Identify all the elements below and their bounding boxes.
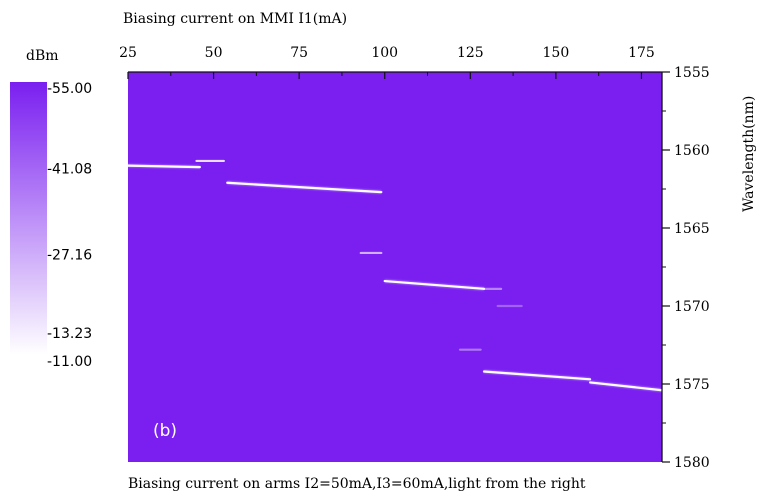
top-axis-tick-label: 50 [205,45,223,61]
right-axis-tick-label: 1580 [674,455,710,471]
plot-area [128,72,662,462]
trace-line [383,279,486,290]
top-axis-tick-label: 175 [628,45,655,61]
top-axis-tick-label: 75 [290,45,308,61]
bottom-caption: Biasing current on arms I2=50mA,I3=60mA,… [128,476,586,492]
top-axis-tick-label: 125 [457,45,484,61]
colorbar-ticks: -55.00 -41.08 -27.16 -13.23 -11.00 [47,81,92,370]
right-axis-tick-label: 1575 [674,377,710,393]
top-axis-label: Biasing current on MMI I1(mA) [123,11,347,27]
colorbar-tick-label: -55.00 [47,81,92,97]
colorbar-tick-label: -41.08 [47,161,92,177]
colorbar [10,82,47,355]
trace-line [589,381,664,392]
top-axis-tick-label: 150 [543,45,570,61]
colorbar-tick-label: -11.00 [47,354,92,370]
colorbar-tick-label: -13.23 [47,326,92,342]
right-axis-tick-label: 1560 [674,143,710,159]
right-axis-label: Wavelength(nm) [741,96,757,212]
colorbar-unit-label: dBm [26,48,59,64]
trace-line [482,370,592,381]
right-axis-tick-label: 1570 [674,299,710,315]
top-axis-tick-label: 25 [119,45,137,61]
right-axis-ticks: 1555 1560 1565 1570 1575 1580 [662,65,710,471]
right-axis-tick-label: 1565 [674,221,710,237]
panel-label: (b) [153,421,177,441]
top-axis-tick-label: 100 [371,45,398,61]
spectral-traces [126,158,664,393]
colorbar-tick-label: -27.16 [47,248,92,264]
trace-line [126,164,201,169]
trace-line [226,181,383,194]
top-axis-ticks: 25 50 75 100 125 150 175 [119,45,655,79]
right-axis-tick-label: 1555 [674,65,710,81]
